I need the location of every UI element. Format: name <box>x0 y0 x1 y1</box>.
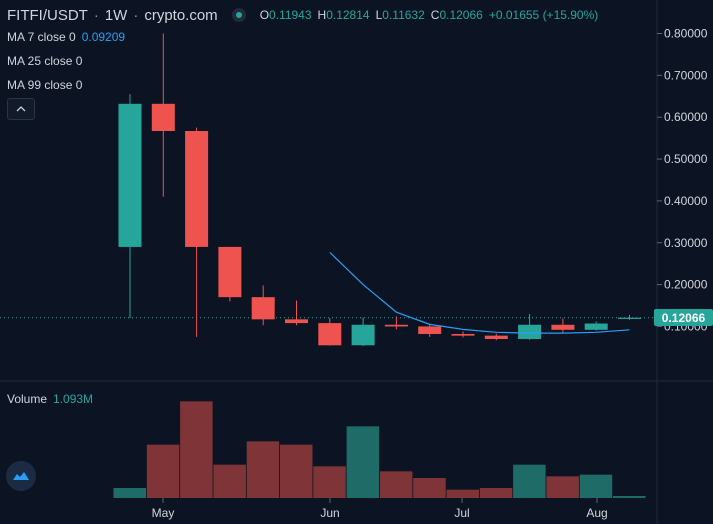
interval[interactable]: 1W <box>104 6 128 24</box>
open-label: O <box>259 8 270 22</box>
price-axis[interactable]: 0.100000.200000.300000.400000.500000.600… <box>657 27 708 334</box>
chevron-up-icon <box>16 106 26 112</box>
ohlc-values: O0.11943 H0.12814 L0.11632 C0.12066 +0.0… <box>260 8 599 22</box>
chart-header: FITFI/USDT · 1W · crypto.com O0.11943 H0… <box>7 6 599 24</box>
candle <box>318 318 342 346</box>
volume-bar <box>180 401 213 498</box>
ma7-line <box>329 251 630 334</box>
indicator-value: 0.09209 <box>81 30 126 44</box>
close-value: 0.12066 <box>439 8 483 22</box>
ma7-polyline <box>329 251 630 334</box>
volume-bar <box>379 471 413 498</box>
volume-value: 1.093M <box>53 392 94 406</box>
volume-bar <box>113 488 146 498</box>
volume-bar <box>513 464 546 498</box>
indicator-label: MA 7 close 0 <box>7 30 76 44</box>
volume-bar <box>280 444 313 498</box>
candle-body <box>584 323 608 330</box>
candle <box>451 331 475 338</box>
candle-body <box>151 103 175 132</box>
time-tick-label: Aug <box>586 506 607 520</box>
time-axis[interactable]: May Jun Jul Aug <box>152 498 608 520</box>
volume-bar <box>613 496 646 498</box>
time-tick-label: Jun <box>320 506 339 520</box>
candle <box>618 314 641 320</box>
cloud-wave-icon <box>13 472 29 480</box>
volume-bar <box>546 476 579 498</box>
change-value: +0.01655 (+15.90%) <box>488 8 599 22</box>
candle <box>484 333 508 341</box>
volume-bar <box>146 444 180 498</box>
volume-bar <box>446 489 479 498</box>
candle-body <box>218 246 242 298</box>
exchange-name: crypto.com <box>144 6 218 24</box>
price-tick-label: 0.70000 <box>664 68 708 82</box>
candle-body <box>384 324 408 327</box>
volume-bar <box>413 478 446 498</box>
candle-body <box>551 324 575 330</box>
candle-body <box>618 317 641 319</box>
indicator-ma7[interactable]: MA 7 close 0 0.09209 <box>7 30 125 44</box>
candle-body <box>451 333 475 336</box>
volume-pane[interactable] <box>113 401 646 498</box>
candle-body <box>484 335 508 340</box>
candle <box>218 246 242 302</box>
price-tick-label: 0.20000 <box>664 278 708 292</box>
candle <box>551 318 575 334</box>
candle-body <box>251 297 275 320</box>
candle-body <box>318 323 342 346</box>
candle <box>418 323 442 337</box>
close-label: C <box>430 8 440 22</box>
open-value: 0.11943 <box>269 8 312 22</box>
candle <box>285 300 308 326</box>
candle <box>351 317 375 347</box>
collapse-indicators-button[interactable] <box>7 98 35 120</box>
volume-bar <box>213 464 246 498</box>
symbol-name[interactable]: FITFI/USDT <box>7 6 88 24</box>
market-status-icon <box>231 8 246 22</box>
candle <box>251 285 275 326</box>
price-tick-label: 0.60000 <box>664 110 708 124</box>
candle-body <box>351 324 375 346</box>
candle <box>584 321 608 331</box>
price-tick-label: 0.50000 <box>664 152 708 166</box>
volume-bar <box>346 426 380 498</box>
candle <box>384 316 408 330</box>
candle <box>518 313 542 340</box>
indicator-label: MA 99 close 0 <box>7 78 83 92</box>
candle-body <box>285 319 308 324</box>
time-tick-label: Jul <box>454 506 469 520</box>
candle <box>118 94 142 319</box>
volume-label: Volume <box>7 392 48 406</box>
candle-body <box>518 324 542 340</box>
volume-bar <box>313 466 346 498</box>
volume-bar <box>579 474 613 498</box>
price-pane[interactable] <box>118 33 642 347</box>
logo-icon[interactable] <box>6 461 36 491</box>
volume-bar <box>246 441 280 498</box>
low-label: L <box>375 8 383 22</box>
time-tick-label: May <box>152 506 175 520</box>
candle <box>185 127 209 337</box>
candle-body <box>118 103 142 247</box>
high-value: 0.12814 <box>326 8 370 22</box>
candle <box>151 33 175 197</box>
last-price-tag: 0.12066 <box>654 309 713 327</box>
price-tick-label: 0.80000 <box>664 27 708 41</box>
indicator-ma99[interactable]: MA 99 close 0 <box>7 78 82 92</box>
price-tick-label: 0.30000 <box>664 236 708 250</box>
indicator-ma25[interactable]: MA 25 close 0 <box>7 54 82 68</box>
volume-legend[interactable]: Volume 1.093M <box>7 392 93 406</box>
candle-body <box>418 326 442 334</box>
high-label: H <box>317 8 327 22</box>
volume-bar <box>479 488 513 498</box>
candle-body <box>185 131 209 247</box>
low-value: 0.11632 <box>382 8 425 22</box>
price-tick-label: 0.40000 <box>664 194 708 208</box>
indicator-label: MA 25 close 0 <box>7 54 83 68</box>
